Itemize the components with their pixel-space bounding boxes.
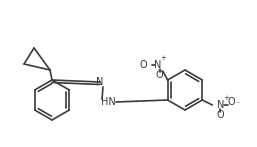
Text: N: N <box>96 77 104 87</box>
Text: O: O <box>227 97 235 107</box>
Text: +: + <box>223 95 229 101</box>
Text: O: O <box>156 70 163 80</box>
Text: N: N <box>154 60 161 70</box>
Text: O: O <box>216 110 224 120</box>
Text: N: N <box>217 100 224 110</box>
Text: HN: HN <box>101 97 115 107</box>
Text: ⁻: ⁻ <box>235 99 240 108</box>
Text: O: O <box>140 60 148 70</box>
Text: +: + <box>161 55 167 61</box>
Text: ⁻: ⁻ <box>151 62 155 71</box>
